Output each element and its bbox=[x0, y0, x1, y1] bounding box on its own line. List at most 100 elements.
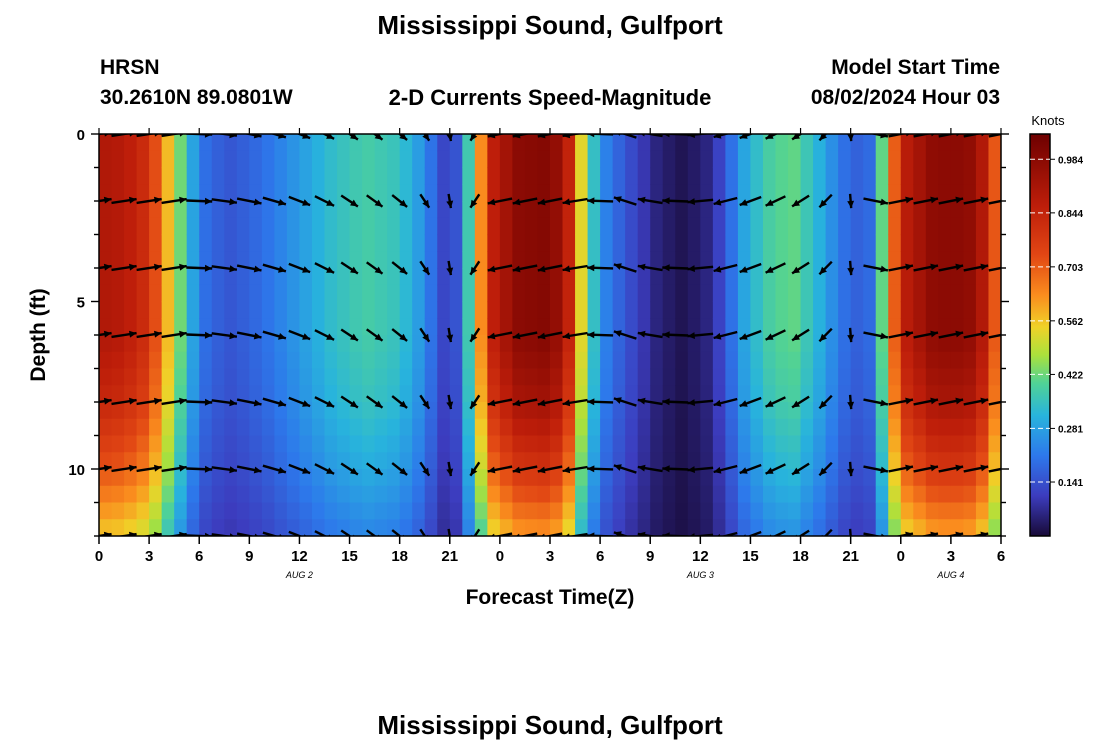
heatmap-cell bbox=[211, 251, 225, 269]
heatmap-cell bbox=[888, 351, 902, 370]
heatmap-cell bbox=[863, 418, 877, 437]
heatmap-cell bbox=[575, 469, 589, 487]
heatmap-cell bbox=[963, 519, 977, 536]
x-tick-label: 0 bbox=[897, 548, 905, 565]
heatmap-cell bbox=[788, 519, 802, 536]
heatmap-cell bbox=[111, 318, 125, 336]
current-vector bbox=[161, 464, 187, 473]
heatmap-cell bbox=[775, 502, 789, 520]
heatmap-cell bbox=[111, 201, 125, 219]
heatmap-cell bbox=[236, 201, 250, 219]
current-vector bbox=[537, 197, 563, 206]
heatmap-cell bbox=[512, 469, 526, 487]
heatmap-cell bbox=[437, 234, 451, 252]
heatmap-cell bbox=[111, 368, 125, 386]
heatmap-cell bbox=[838, 301, 852, 319]
heatmap-cell bbox=[950, 268, 965, 286]
heatmap-cell bbox=[362, 134, 376, 152]
heatmap-cell bbox=[236, 469, 250, 487]
heatmap-cell bbox=[437, 402, 451, 420]
heatmap-cell bbox=[838, 402, 852, 420]
heatmap-cell bbox=[437, 519, 451, 536]
heatmap-cell bbox=[975, 469, 990, 487]
heatmap-cell bbox=[712, 452, 726, 470]
heatmap-cell bbox=[199, 519, 213, 536]
heatmap-cell bbox=[537, 335, 551, 353]
heatmap-cell bbox=[186, 301, 200, 319]
heatmap-cell bbox=[913, 469, 927, 487]
heatmap-cell bbox=[349, 485, 363, 504]
heatmap-cell bbox=[311, 418, 326, 437]
heatmap-cell bbox=[249, 234, 263, 252]
heatmap-cell bbox=[337, 167, 351, 185]
heatmap-cell bbox=[387, 201, 401, 219]
heatmap-cell bbox=[662, 368, 676, 386]
current-vector bbox=[988, 134, 1001, 138]
current-vector bbox=[938, 196, 964, 205]
heatmap-cell bbox=[662, 167, 676, 185]
colorbar-tick-label: 0.141 bbox=[1058, 478, 1083, 489]
current-vector bbox=[791, 395, 810, 409]
current-vector bbox=[136, 196, 162, 205]
heatmap-cell bbox=[575, 134, 589, 152]
heatmap-cell bbox=[437, 418, 451, 437]
heatmap-cell bbox=[838, 184, 852, 202]
heatmap-cell bbox=[712, 134, 726, 152]
heatmap-cell bbox=[700, 234, 714, 252]
current-vector bbox=[847, 327, 855, 343]
heatmap-cell bbox=[988, 201, 1001, 219]
heatmap-cell bbox=[650, 184, 664, 202]
heatmap-cell bbox=[988, 368, 1001, 386]
current-vector bbox=[847, 461, 855, 477]
heatmap-cell bbox=[875, 385, 889, 403]
heatmap-cell bbox=[813, 234, 827, 252]
heatmap-cell bbox=[587, 284, 601, 303]
heatmap-cell bbox=[587, 201, 601, 219]
heatmap-cell bbox=[224, 519, 238, 536]
heatmap-cell bbox=[337, 435, 351, 453]
heatmap-cell bbox=[199, 385, 213, 403]
heatmap-cell bbox=[374, 251, 388, 269]
model-start-label: Model Start Time bbox=[831, 56, 1000, 79]
heatmap-cell bbox=[988, 284, 1001, 303]
heatmap-cell bbox=[199, 335, 213, 353]
heatmap-cell bbox=[888, 217, 902, 236]
heatmap-cell bbox=[600, 502, 614, 520]
day-label: AUG 3 bbox=[686, 570, 714, 580]
heatmap-cell bbox=[174, 335, 188, 353]
current-vector bbox=[888, 263, 914, 272]
heatmap-cell bbox=[575, 485, 589, 504]
heatmap-cell bbox=[700, 167, 714, 185]
heatmap-cell bbox=[725, 167, 739, 185]
heatmap-cell bbox=[387, 402, 401, 420]
heatmap-cell bbox=[650, 519, 664, 536]
heatmap-cell bbox=[838, 268, 852, 286]
heatmap-cell bbox=[236, 418, 250, 437]
heatmap-cell bbox=[575, 318, 589, 336]
current-vector bbox=[211, 332, 238, 340]
current-vector bbox=[340, 395, 359, 409]
heatmap-cell bbox=[512, 519, 526, 536]
heatmap-cell bbox=[838, 435, 852, 453]
heatmap-cell bbox=[587, 335, 601, 353]
current-vector bbox=[894, 531, 914, 536]
heatmap-cell bbox=[399, 452, 413, 470]
current-vector bbox=[863, 465, 889, 474]
heatmap-cell bbox=[437, 150, 451, 169]
current-vector bbox=[988, 199, 1001, 205]
heatmap-cell bbox=[462, 485, 476, 504]
current-vector bbox=[938, 397, 964, 406]
heatmap-cell bbox=[662, 301, 676, 319]
heatmap-cell bbox=[224, 318, 238, 336]
heatmap-cell bbox=[587, 368, 601, 386]
heatmap-cell bbox=[224, 234, 238, 252]
heatmap-cell bbox=[537, 134, 551, 152]
heatmap-cell bbox=[725, 335, 739, 353]
heatmap-cell bbox=[399, 435, 413, 453]
heatmap-cell bbox=[349, 418, 363, 437]
heatmap-cell bbox=[988, 150, 1001, 169]
current-vector bbox=[765, 463, 786, 475]
heatmap-cell bbox=[261, 301, 275, 319]
current-vector bbox=[662, 465, 689, 473]
heatmap-cell bbox=[875, 335, 889, 353]
